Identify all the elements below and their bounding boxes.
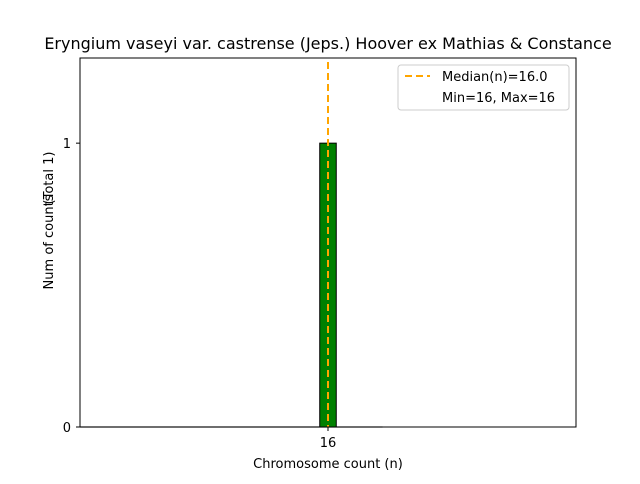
x-axis-label: Chromosome count (n) <box>253 457 403 472</box>
plot-frame <box>79 57 577 428</box>
chart-title: Eryngium vaseyi var. castrense (Jeps.) H… <box>44 34 611 53</box>
y-axis-label: Num of counts <box>42 194 57 289</box>
x-tick-label: 16 <box>320 436 337 451</box>
y-axis-total-label: (Total 1) <box>42 152 57 205</box>
legend: Median(n)=16.0 Min=16, Max=16 <box>397 64 570 111</box>
legend-entry-minmax: Min=16, Max=16 <box>442 91 555 106</box>
y-tick-label: 1 <box>63 137 71 152</box>
legend-box <box>397 64 570 111</box>
legend-entry-median: Median(n)=16.0 <box>442 70 548 85</box>
y-tick-label: 0 <box>63 421 71 436</box>
